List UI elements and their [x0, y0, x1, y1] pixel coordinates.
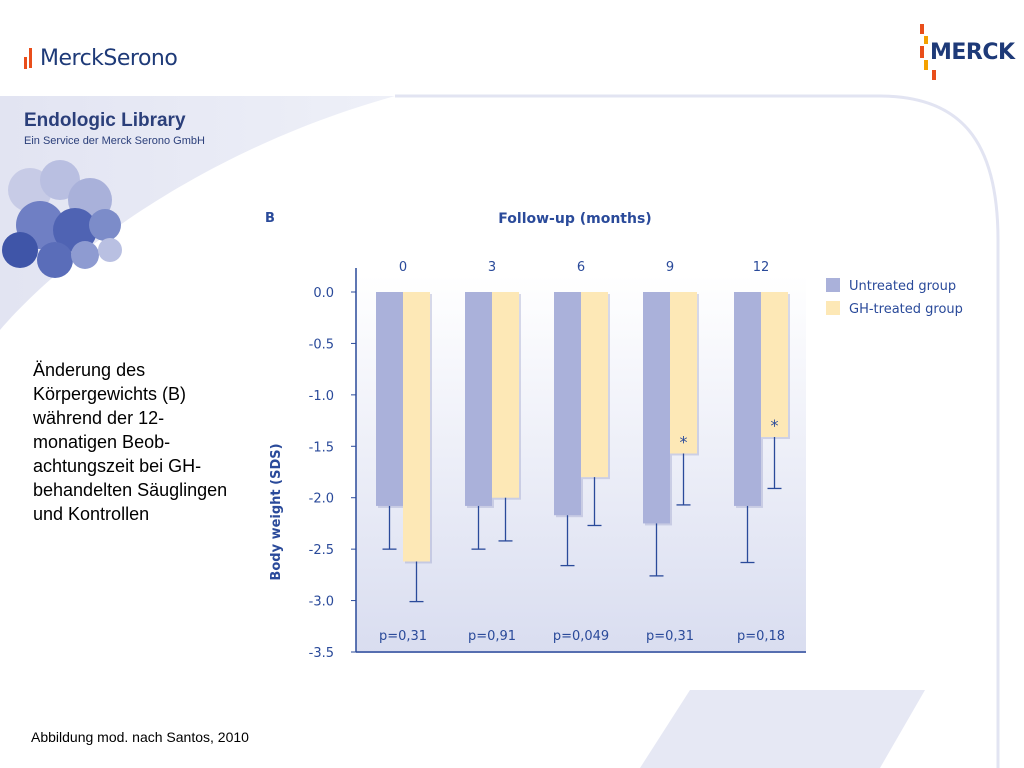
library-title: Endologic Library [24, 110, 186, 131]
bar-untreated [376, 292, 403, 506]
x-category-label: 6 [577, 260, 585, 275]
y-tick-label: 0.0 [313, 286, 334, 301]
legend-label: Untreated group [849, 279, 956, 294]
x-category-label: 12 [753, 260, 770, 275]
y-tick-label: -2.5 [309, 543, 334, 558]
y-tick-label: -3.5 [309, 646, 334, 661]
header-swoosh [0, 96, 395, 330]
merck-serono-logo-text: MerckSerono [40, 45, 178, 71]
x-category-label: 0 [399, 260, 407, 275]
y-tick-label: -0.5 [309, 337, 334, 352]
frame-curve [395, 94, 1000, 768]
p-value-label: p=0,18 [737, 629, 785, 644]
bar-untreated [734, 292, 761, 506]
legend-swatch [826, 301, 840, 315]
footer-shape [640, 690, 925, 768]
bar-untreated [554, 292, 581, 516]
bar-gh-treated [761, 292, 788, 438]
merck-logo: MERCK [918, 22, 1015, 82]
chart-description: Änderung des Körpergewichts (B) während … [33, 360, 228, 524]
p-value-label: p=0,31 [646, 629, 694, 644]
y-tick-label: -1.0 [309, 389, 334, 404]
x-category-label: 3 [488, 260, 496, 275]
bar-untreated [643, 292, 670, 524]
y-tick-label: -3.0 [309, 595, 334, 610]
bar-gh-treated [492, 292, 519, 498]
x-category-label: 9 [666, 260, 674, 275]
y-axis-label: Body weight (SDS) [269, 443, 284, 580]
bar-gh-treated [403, 292, 430, 562]
y-tick-label: -1.5 [309, 440, 334, 455]
legend-swatch [826, 278, 840, 292]
library-subtitle: Ein Service der Merck Serono GmbH [24, 135, 205, 147]
merck-logo-mark [920, 24, 936, 80]
legend-label: GH-treated group [849, 302, 963, 317]
p-value-label: p=0,31 [379, 629, 427, 644]
chart-title: Follow-up (months) [498, 211, 651, 227]
protein-molecule-image [2, 160, 122, 278]
p-value-label: p=0,049 [553, 629, 609, 644]
significance-star: * [771, 416, 779, 435]
bar-gh-treated [670, 292, 697, 454]
panel-label: B [265, 211, 275, 226]
p-value-label: p=0,91 [468, 629, 516, 644]
merck-serono-logo: MerckSerono [24, 38, 178, 78]
merck-logo-text: MERCK [930, 40, 1015, 65]
body-weight-chart: 0.0 -0.5 -1.0 -1.5 -2.0 -2.5 -3.0 -3.5 B Follow-… [265, 211, 963, 661]
citation: Abbildung mod. nach Santos, 2010 [31, 729, 249, 745]
y-tick-label: -2.0 [309, 492, 334, 507]
bar-gh-treated [581, 292, 608, 478]
bar-untreated [465, 292, 492, 506]
significance-star: * [680, 432, 688, 451]
